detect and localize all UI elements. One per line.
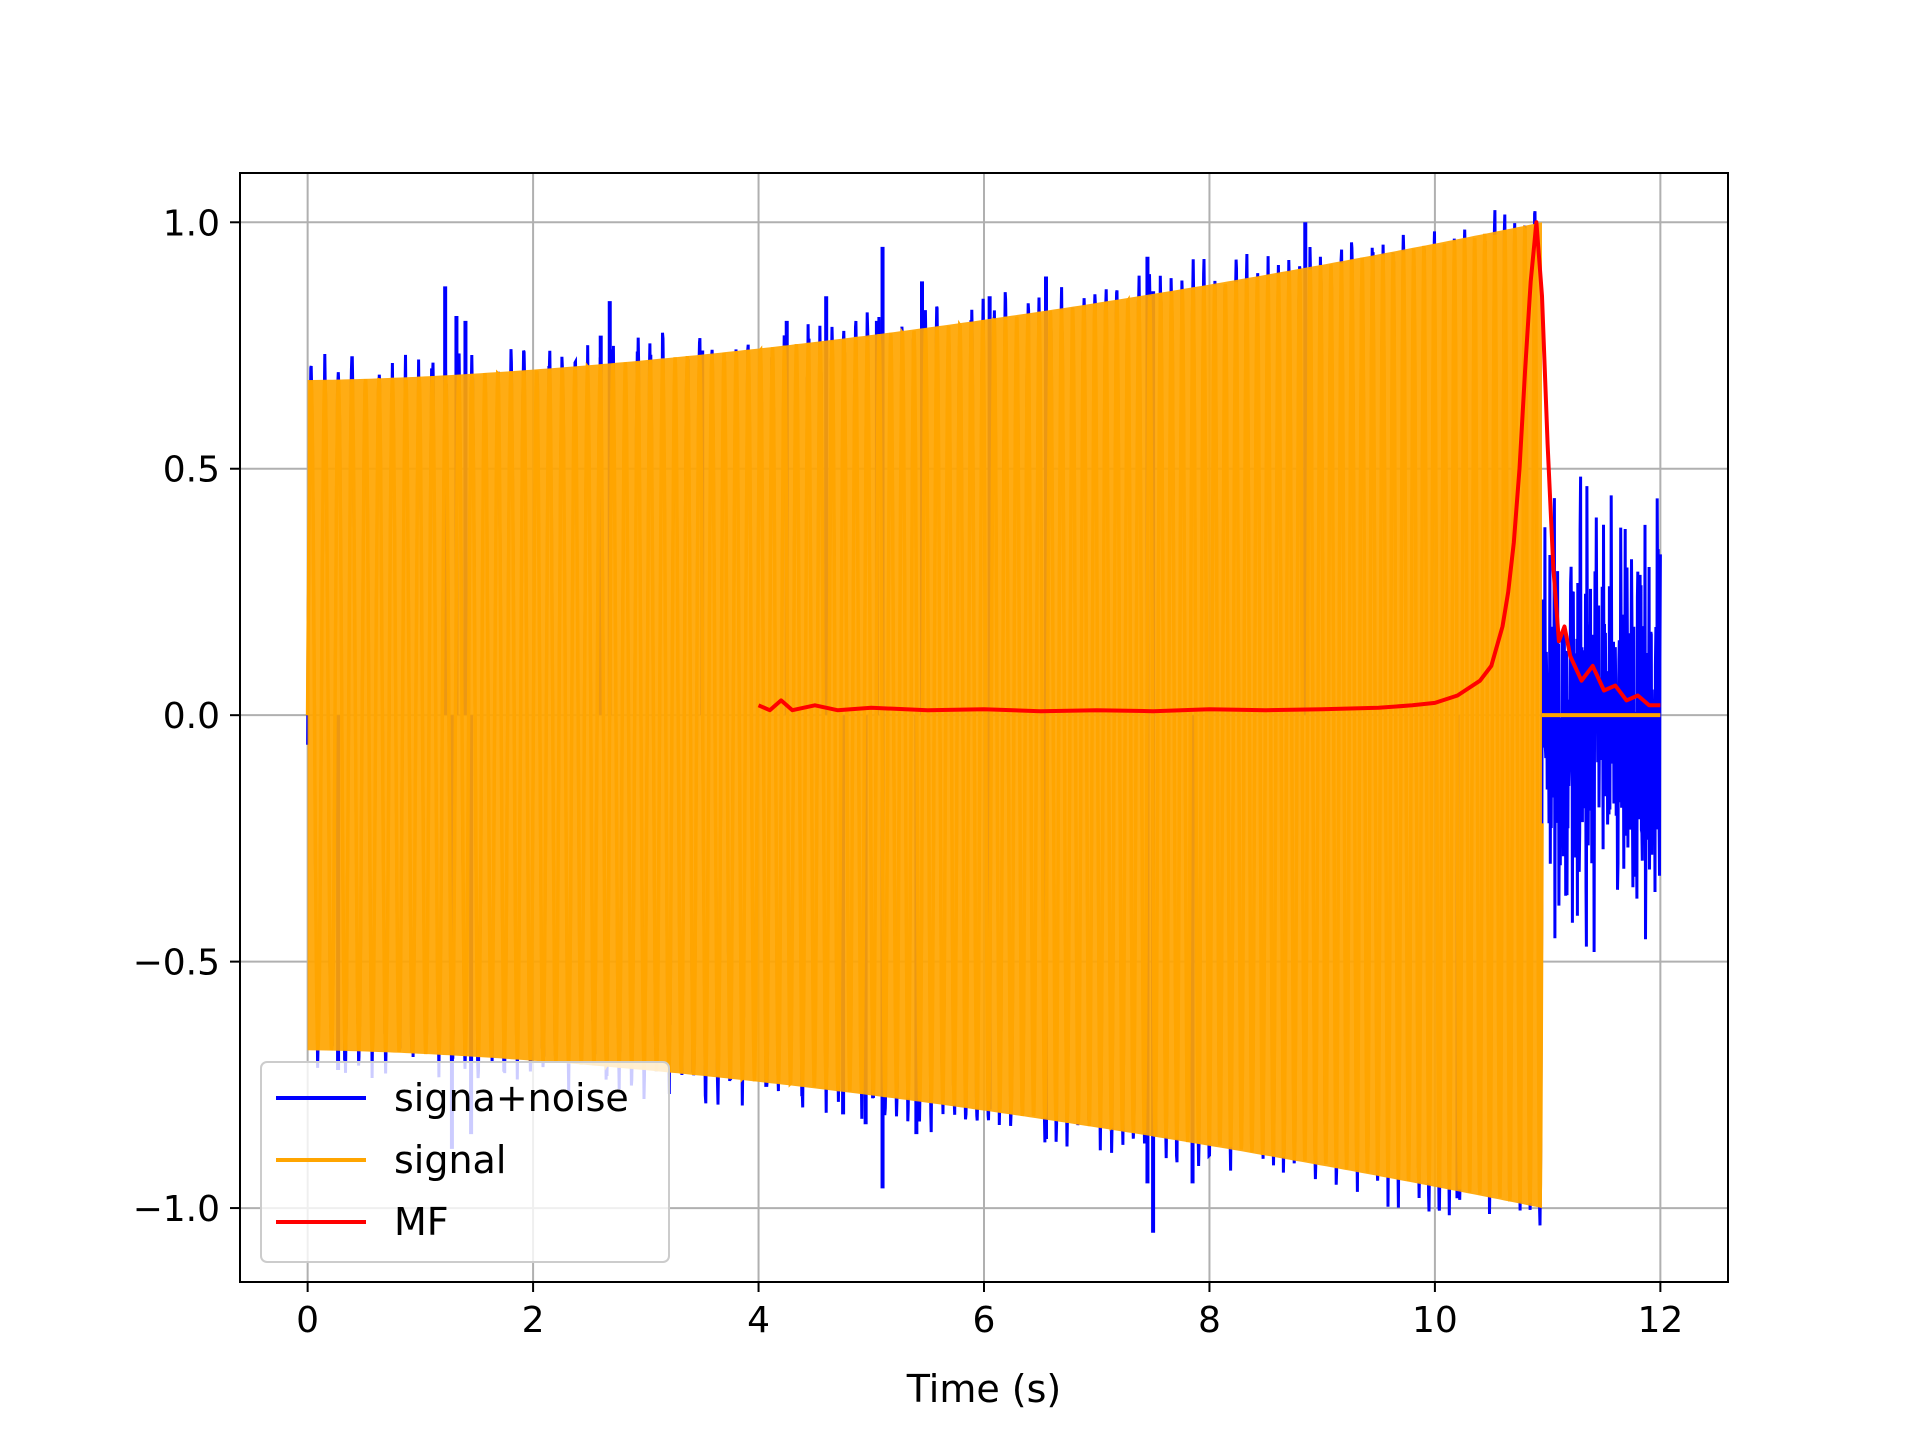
legend-label-mf: MF: [394, 1200, 449, 1244]
tick-layer: 0 2 4 6 8 10 12 1.0 0.5 0.0 −0.5 −1.0: [133, 203, 1684, 1341]
signal-envelope: [307, 222, 1543, 1209]
x-tick-label: 12: [1637, 1300, 1683, 1341]
legend-label-signal-noise: signa+noise: [394, 1076, 629, 1120]
legend-box: [260, 1061, 670, 1263]
y-tick-label: −1.0: [133, 1189, 220, 1230]
x-tick-label: 8: [1198, 1300, 1221, 1341]
x-tick-label: 10: [1412, 1300, 1458, 1341]
y-tick-label: 1.0: [163, 203, 220, 244]
x-tick-label: 0: [296, 1300, 319, 1341]
y-tick-label: 0.5: [163, 450, 220, 491]
x-tick-label: 4: [747, 1300, 770, 1341]
legend: signa+noise signal MF: [260, 1061, 670, 1263]
x-axis-label: Time (s): [906, 1367, 1062, 1411]
series-line-mf: [757, 220, 1661, 714]
x-tick-label: 6: [973, 1300, 996, 1341]
y-tick-label: 0.0: [163, 696, 220, 737]
x-tick-label: 2: [522, 1300, 545, 1341]
y-tick-label: −0.5: [133, 943, 220, 984]
legend-label-signal: signal: [394, 1138, 506, 1182]
